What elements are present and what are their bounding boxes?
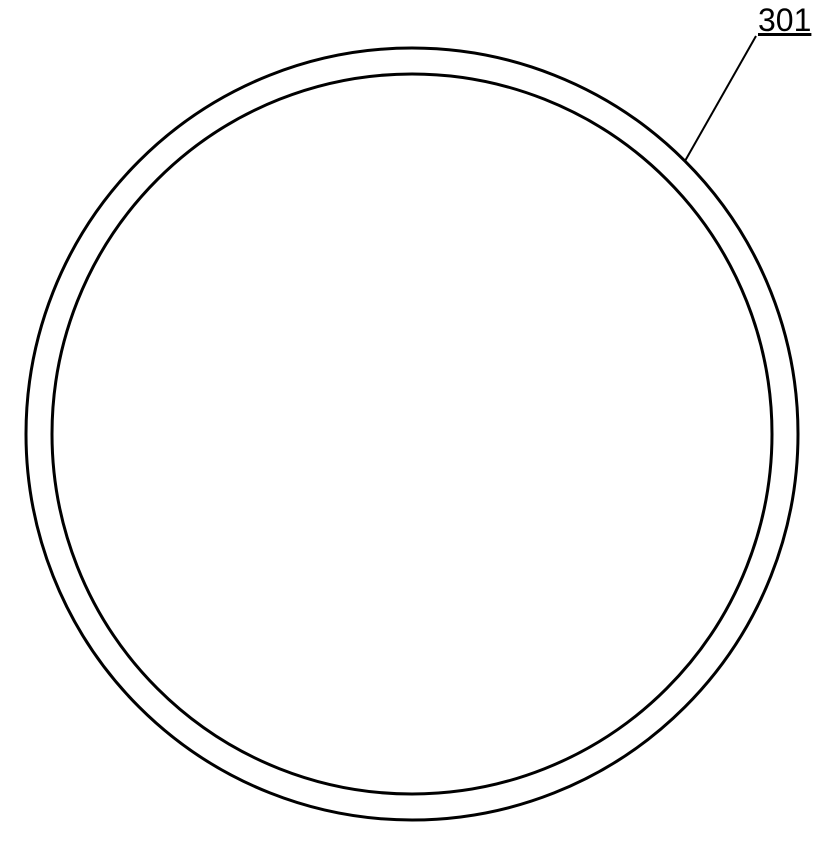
reference-label: 301 <box>758 2 811 39</box>
ring-diagram: 301 <box>0 0 827 849</box>
diagram-svg <box>0 0 827 849</box>
inner-circle <box>52 74 772 794</box>
leader-line <box>685 36 756 161</box>
label-text: 301 <box>758 2 811 38</box>
outer-circle <box>26 48 798 820</box>
